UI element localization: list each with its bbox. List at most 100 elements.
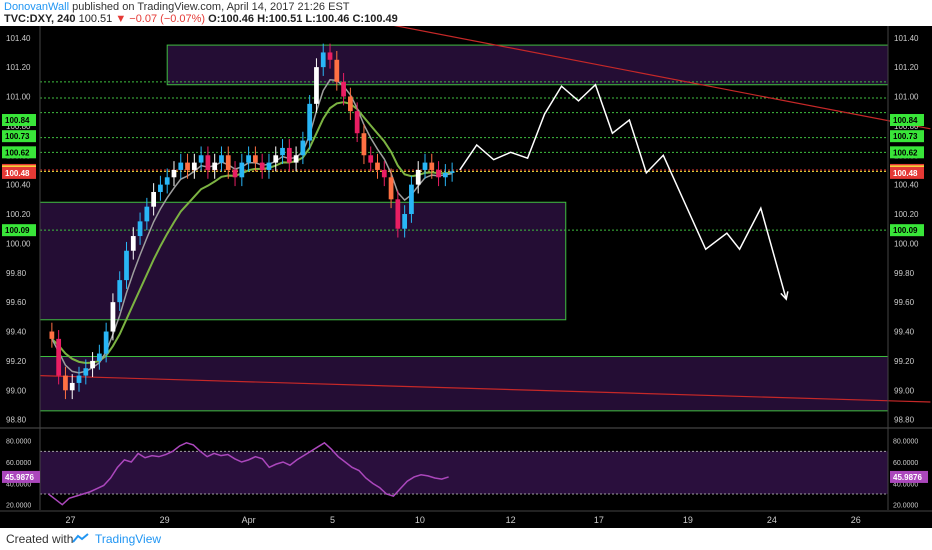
price-tick-right: 101.40 [894,34,919,43]
price-chart[interactable]: 101.40 101.40 101.20 101.20 101.00 101.00 100.… [0,26,932,528]
candle-body [327,52,333,60]
candle-body [307,103,313,141]
rsi-tick-left: 40.0000 [6,481,31,488]
candle-body [103,331,109,354]
red-price-badge-2-0: 100.48 [5,169,30,178]
symbol-label: TVC:DXY, 240 [4,13,76,25]
rsi-tick-left: 60.0000 [6,460,31,467]
candle-body [442,172,448,178]
rsi-panel [0,427,932,506]
candle-body [395,199,401,229]
candle-body [286,147,292,163]
candle-body [368,155,374,163]
green-price-badge-bg-0 [2,114,36,127]
candles [49,43,455,400]
candle-body [76,375,82,383]
price-tick-left: 99.80 [6,269,27,278]
created-with-text: Created with [6,532,74,546]
rsi-band [40,451,888,494]
time-tick: 17 [594,515,604,525]
author-name[interactable]: DonovanWall [4,1,70,13]
supply-demand-zones [39,44,889,412]
price-tick-left: 99.40 [6,328,27,337]
candle-body [273,155,279,163]
green-price-badge-0: 100.84 [5,116,30,125]
candle-body [402,214,408,229]
rsi-tick-right: 60.0000 [893,460,918,467]
green-price-badge-bg-0 [2,224,36,237]
price-tick-left: 98.80 [6,416,27,425]
candle-body [171,169,177,178]
time-tick: 26 [851,515,861,525]
price-tick-left: 99.60 [6,298,27,307]
price-tick-left: 100.40 [6,181,31,190]
candle-body [280,147,285,156]
price-tick-left: 99.00 [6,386,27,395]
candle-body [232,169,238,178]
candle-body [191,162,197,170]
price-tick-left: 100.00 [6,239,31,248]
price-axes: 101.40 101.40 101.20 101.20 101.00 101.00 100.… [2,26,928,510]
candle-body [259,162,265,170]
candle-body [409,184,414,215]
candle-body [253,155,258,163]
price-tick-left: 101.40 [6,34,31,43]
candle-body [124,250,129,281]
publish-line: DonovanWall published on TradingView.com… [4,1,350,13]
rsi-line [48,441,449,506]
candle-body [436,169,441,178]
price-tick-right: 100.80 [894,122,919,131]
candle-body [90,360,95,369]
time-tick: 24 [767,515,777,525]
price-change: −0.07 (−0.07%) [129,13,206,25]
forecast-path [459,83,789,301]
candle-body [422,162,428,170]
time-tick: 12 [506,515,516,525]
rsi-tick-right: 80.0000 [893,439,918,446]
red-price-badge-2-bg-1 [890,166,924,179]
candle-body [361,133,367,156]
green-price-badge-0: 100.09 [5,226,30,235]
time-tick: 29 [160,515,170,525]
chart-header: DonovanWall published on TradingView.com… [0,0,932,26]
time-tick: 27 [66,515,76,525]
green-price-badge-bg-1 [890,130,924,143]
time-tick: Apr [242,515,256,525]
candle-body [225,155,231,170]
time-tick: 19 [683,515,693,525]
candle-body [219,155,224,163]
green-price-badge-bg-1 [890,224,924,237]
candle-body [96,353,102,361]
ohlc-values: O:100.46 H:100.51 L:100.46 C:100.49 [208,13,398,25]
ema-ribbon [51,79,453,374]
candle-body [158,184,163,192]
rsi-last-badge-0: 45.9876 [5,473,34,482]
price-tick-right: 100.20 [894,210,919,219]
price-tick-right: 100.40 [894,181,919,190]
rsi-tick-left: 20.0000 [6,503,31,510]
candle-body [137,221,143,237]
publish-text: published on TradingView.com, April 14, … [72,1,350,13]
rsi-last-badge-bg-1 [890,470,928,483]
trendline-1 [39,374,931,403]
time-tick: 5 [330,515,335,525]
green-price-badge-1: 100.73 [893,132,918,141]
candle-body [266,162,272,170]
rsi-last-badge-1: 45.9876 [893,473,922,482]
zone-2 [39,355,889,412]
candle-body [69,382,75,391]
tradingview-link[interactable]: TradingView [95,532,162,546]
candle-body [110,302,116,332]
candle-body [83,368,89,376]
candle-body [341,81,346,97]
green-price-badge-0: 100.62 [5,148,30,157]
rsi-tick-right: 20.0000 [893,503,918,510]
price-tick-right: 99.60 [894,298,915,307]
candle-body [320,52,326,68]
candle-body [151,191,157,207]
green-price-badge-1: 100.62 [893,148,918,157]
candle-body [429,162,435,170]
rsi-last-badge-bg-0 [2,470,40,483]
price-tick-right: 99.20 [894,357,915,366]
candle-body [56,338,62,376]
